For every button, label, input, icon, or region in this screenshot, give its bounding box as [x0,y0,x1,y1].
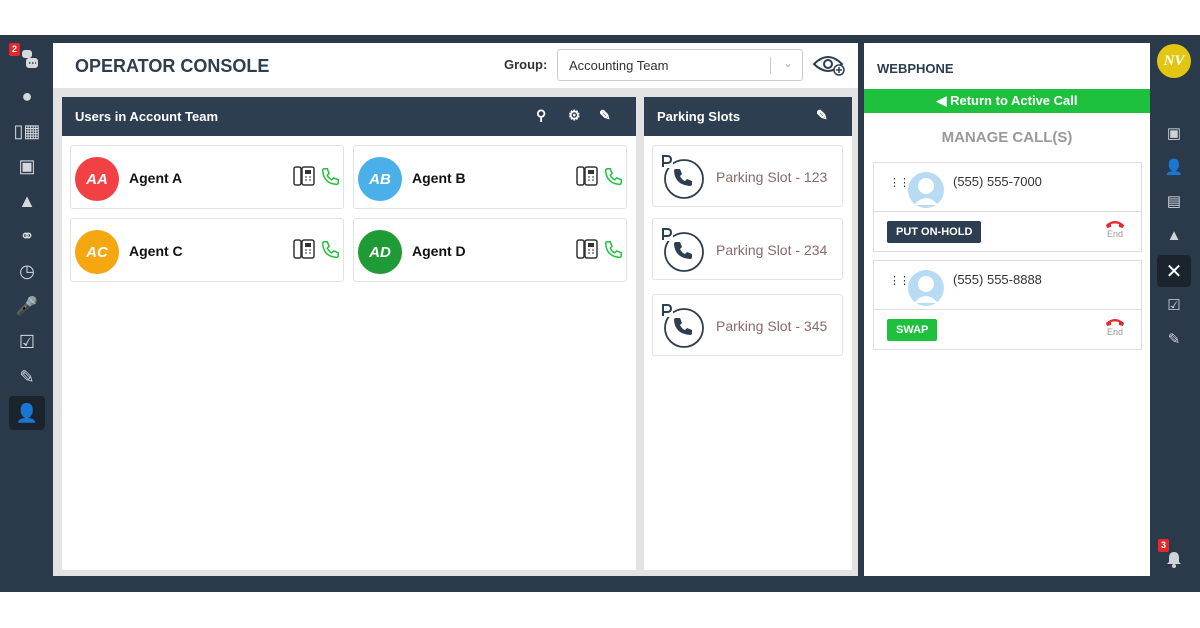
parking-slot-label: Parking Slot - 234 [716,242,828,258]
user-avatar[interactable]: NV [1157,44,1191,78]
parking-slot[interactable]: Parking Slot - 123 [652,145,843,207]
parking-phone-icon [661,303,704,348]
caller-number: (555) 555-8888 [953,272,1042,287]
agent-avatar: AD [358,230,402,274]
agent-avatar: AB [358,157,402,201]
agent-name: Agent C [129,243,183,259]
id-card-icon[interactable]: ▤ [1166,193,1182,210]
parking-panel: Parking Slots ✎ Parking Slot - 123 Parki… [644,97,852,570]
device-icon[interactable] [576,166,598,186]
right-sidebar: NV ▣ 👤 ▤ ▲ ✕ ☑ ✎ 3 [1150,35,1200,592]
group-value: Accounting Team [569,58,669,73]
agent-name: Agent D [412,243,466,259]
return-to-active-call-button[interactable]: ◀ Return to Active Call [864,89,1150,113]
header: OPERATOR CONSOLE Group: Accounting Team ⌄ [53,43,858,88]
desk-phone-icon[interactable]: ▯▦ [13,120,41,141]
agent-name: Agent A [129,170,183,186]
end-label: End [1106,327,1123,337]
edit-icon[interactable]: ✎ [816,107,828,123]
agent-avatar: AA [75,157,119,201]
parking-phone-icon [661,154,704,199]
parking-panel-title: Parking Slots [657,109,741,124]
group-chat-icon[interactable] [9,43,45,77]
webphone-panel: WEBPHONE ◀ Return to Active Call MANAGE … [864,43,1150,576]
parking-phone-icon [661,227,704,272]
edit-icon[interactable]: ✎ [599,107,611,123]
call-action-button[interactable]: SWAP [887,319,938,341]
call-action-button[interactable]: PUT ON-HOLD [887,221,982,243]
page-title: OPERATOR CONSOLE [75,56,270,76]
agent-card[interactable]: AA Agent A [70,145,344,209]
caller-avatar [908,270,944,306]
end-call-button[interactable]: End [1103,219,1127,239]
parking-slot-label: Parking Slot - 123 [716,169,828,185]
close-icon[interactable]: ✕ [1157,255,1191,287]
contact-book-icon[interactable]: ▣ [1166,125,1182,142]
notification-badge: 3 [1158,539,1170,552]
call-icon[interactable] [319,166,341,188]
main-area: OPERATOR CONSOLE Group: Accounting Team ⌄… [53,43,858,576]
webphone-title: WEBPHONE [877,61,954,76]
agent-card[interactable]: AB Agent B [353,145,627,209]
microphone-icon[interactable]: 🎤 [15,295,39,316]
device-icon[interactable] [293,239,315,259]
manage-calls-title: MANAGE CALL(S) [941,129,1073,146]
agent-card[interactable]: AC Agent C [70,218,344,282]
end-label: End [1106,229,1123,239]
call-icon[interactable] [602,239,624,261]
users-panel-title: Users in Account Team [75,109,219,124]
operator-icon[interactable]: 👤 [9,396,45,430]
chat-badge: 2 [9,43,21,56]
chat-icon[interactable]: ● [21,85,33,106]
checklist-icon[interactable]: ☑ [18,331,36,352]
caller-number: (555) 555-7000 [953,174,1042,189]
call-card: ⋮⋮ (555) 555-8888 SWAP End [873,260,1142,350]
drag-handle-icon[interactable]: ⋮⋮ [889,275,910,287]
history-icon[interactable]: ◷ [19,260,35,281]
call-icon[interactable] [319,239,341,261]
user-check-icon[interactable]: 👤 [1164,159,1184,176]
return-label: Return to Active Call [950,93,1078,108]
monitor-eye-icon[interactable] [812,52,846,78]
search-icon[interactable]: ⚲ [536,107,547,123]
org-chart-icon[interactable]: ▲ [18,190,36,211]
group-label: Group: [504,57,548,72]
device-icon[interactable] [576,239,598,259]
agent-avatar: AC [75,230,119,274]
gear-icon[interactable]: ⚙ [568,107,581,123]
headset-icon[interactable]: ⚭ [19,225,35,246]
notes-icon[interactable]: ✎ [1167,331,1181,348]
caller-avatar [908,172,944,208]
drag-handle-icon[interactable]: ⋮⋮ [889,177,910,189]
hangup-icon [1106,221,1124,228]
left-sidebar: 2 ● ▯▦ ▣ ▲ ⚭ ◷ 🎤 ☑ ✎ 👤 [0,35,53,592]
chevron-down-icon: ⌄ [782,56,793,70]
bell-icon[interactable] [1157,543,1191,575]
agent-card[interactable]: AD Agent D [353,218,627,282]
hangup-icon [1106,319,1124,326]
voicemail-icon[interactable]: ▣ [18,155,36,176]
parking-slot[interactable]: Parking Slot - 345 [652,294,843,356]
end-call-button[interactable]: End [1103,317,1127,337]
app: 2 ● ▯▦ ▣ ▲ ⚭ ◷ 🎤 ☑ ✎ 👤 OPERATOR CONSOLE … [0,35,1200,592]
org-chart-icon[interactable]: ▲ [1166,226,1182,244]
checklist-icon[interactable]: ☑ [1167,297,1181,314]
group-select[interactable]: Accounting Team ⌄ [557,49,803,81]
device-icon[interactable] [293,166,315,186]
agent-name: Agent B [412,170,466,186]
parking-slot[interactable]: Parking Slot - 234 [652,218,843,280]
notes-icon[interactable]: ✎ [19,366,35,387]
users-panel: Users in Account Team ⚲ ⚙ ✎ AA Agent A A… [62,97,636,570]
call-card: ⋮⋮ (555) 555-7000 PUT ON-HOLD End [873,162,1142,252]
call-icon[interactable] [602,166,624,188]
parking-slot-label: Parking Slot - 345 [716,318,828,334]
